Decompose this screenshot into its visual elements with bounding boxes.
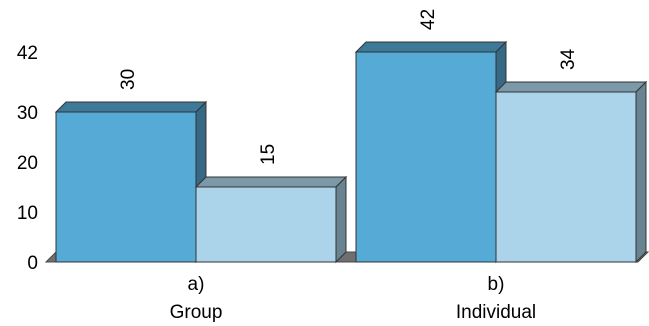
x-category-label: Group — [170, 302, 223, 323]
bar-front-face — [355, 51, 497, 263]
bar-top-face — [354, 41, 508, 53]
bar — [54, 100, 208, 264]
x-category-label: a) — [188, 274, 205, 295]
x-category-label: b) — [488, 274, 505, 295]
y-tick-label: 0 — [27, 253, 38, 274]
bar — [194, 175, 348, 264]
bar-top-face — [494, 81, 648, 93]
x-category-label: Individual — [456, 302, 536, 323]
bar-side-face — [635, 80, 647, 264]
bar-front-face — [495, 91, 637, 263]
data-label: 30 — [118, 69, 139, 90]
bar-top-face — [54, 101, 208, 113]
bar-front-face — [55, 111, 197, 263]
bar-top-face — [194, 176, 348, 188]
bar-front-face — [195, 186, 337, 263]
y-tick-label: 42 — [17, 43, 38, 64]
y-tick-label: 20 — [17, 153, 38, 174]
data-label: 15 — [258, 144, 279, 165]
y-tick-label: 10 — [17, 203, 38, 224]
bar-side-face — [335, 175, 347, 264]
data-label: 42 — [418, 9, 439, 30]
y-tick-label: 30 — [17, 103, 38, 124]
data-label: 34 — [558, 48, 579, 70]
bar — [354, 40, 508, 264]
bar — [494, 80, 648, 264]
